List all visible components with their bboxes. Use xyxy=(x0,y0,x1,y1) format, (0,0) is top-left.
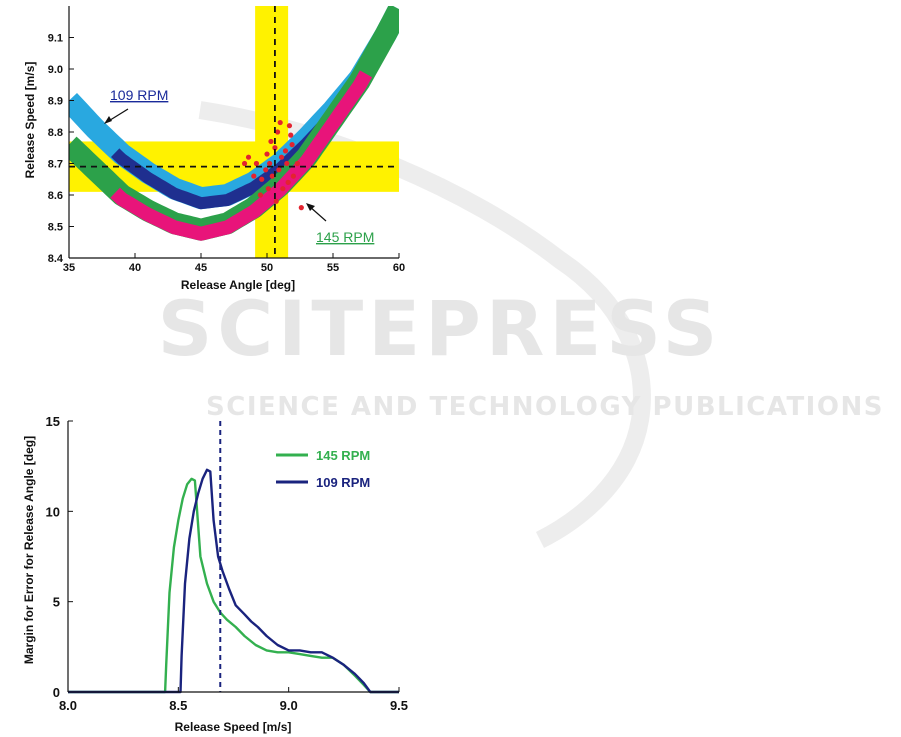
release-point xyxy=(298,205,304,211)
release-point xyxy=(282,148,289,154)
x-axis-label: Release Angle [deg] xyxy=(181,278,295,292)
y-axis-label: Margin for Error for Release Angle [deg] xyxy=(22,436,36,664)
y-tick-label: 15 xyxy=(46,414,60,429)
legend: 145 RPM 109 RPM xyxy=(276,448,370,490)
x-tick-label: 8.0 xyxy=(59,698,77,713)
rpm-curves xyxy=(69,6,399,241)
watermark-title: SCITEPRESS xyxy=(158,284,723,373)
release-point xyxy=(290,173,296,179)
release-point xyxy=(253,160,260,167)
curve-inner-145-rpm xyxy=(110,70,373,241)
y-tick-label: 10 xyxy=(46,504,60,519)
release-point xyxy=(289,142,295,148)
x-tick-label: 40 xyxy=(129,262,141,274)
release-point xyxy=(259,176,265,182)
x-tick-label: 9.5 xyxy=(390,698,408,713)
y-tick-label: 8.8 xyxy=(48,127,63,139)
x-ticks: 8.0 8.5 9.0 9.5 xyxy=(59,687,408,713)
legend-label-109-rpm: 109 RPM xyxy=(316,475,370,490)
release-point xyxy=(268,138,274,145)
release-point xyxy=(272,145,278,151)
y-tick-label: 8.7 xyxy=(48,159,63,171)
release-point xyxy=(263,167,269,173)
annotation-145-rpm: 145 RPM xyxy=(316,229,374,245)
release-point xyxy=(267,160,273,167)
y-tick-label: 8.4 xyxy=(48,253,64,265)
series-lines xyxy=(68,468,399,694)
release-point xyxy=(265,186,271,192)
x-tick-label: 60 xyxy=(393,262,405,274)
release-point xyxy=(294,160,300,167)
release-point xyxy=(285,179,291,185)
annotation-109-rpm: 109 RPM xyxy=(110,87,168,103)
y-tick-label: 8.9 xyxy=(48,96,63,108)
release-point xyxy=(284,160,290,167)
y-ticks: 8.4 8.5 8.6 8.7 8.8 8.9 9.0 9.1 xyxy=(48,33,74,265)
x-tick-label: 8.5 xyxy=(169,698,187,713)
y-ticks: 0 5 10 15 xyxy=(46,414,73,700)
release-point xyxy=(276,167,282,173)
x-tick-label: 45 xyxy=(195,262,207,274)
release-point xyxy=(277,119,283,126)
release-point xyxy=(245,154,252,160)
line-109-rpm xyxy=(68,468,399,694)
angle-tolerance-band xyxy=(255,6,289,258)
release-point xyxy=(241,160,248,167)
y-tick-label: 9.1 xyxy=(48,33,63,45)
release-point xyxy=(274,129,281,135)
x-ticks: 35 40 45 50 55 60 xyxy=(63,253,405,274)
arrowhead-109 xyxy=(104,116,112,124)
release-point xyxy=(288,132,294,138)
release-angle-speed-chart: 35 40 45 50 55 60 8.4 8.5 8.6 8.7 8.8 8.9 9.0 9.1 Re… xyxy=(23,6,405,292)
release-point xyxy=(269,173,275,179)
target-lines xyxy=(69,6,399,258)
line-145-rpm xyxy=(68,477,399,694)
watermark-subtitle: SCIENCE AND TECHNOLOGY PUBLICATIONS xyxy=(206,392,884,422)
release-point xyxy=(280,186,286,192)
y-tick-label: 9.0 xyxy=(48,64,63,76)
y-tick-label: 8.5 xyxy=(48,222,63,234)
release-point xyxy=(257,192,263,198)
release-point xyxy=(278,154,285,160)
x-tick-label: 35 xyxy=(63,262,75,274)
arrowhead-145 xyxy=(306,203,315,211)
release-point xyxy=(286,123,293,129)
x-tick-label: 50 xyxy=(261,262,273,274)
x-axis-label: Release Speed [m/s] xyxy=(175,720,292,734)
y-tick-label: 5 xyxy=(53,595,60,610)
y-tick-label: 0 xyxy=(53,685,60,700)
release-point xyxy=(251,173,257,179)
release-point xyxy=(273,198,279,204)
x-tick-label: 55 xyxy=(327,262,339,274)
x-tick-label: 9.0 xyxy=(280,698,298,713)
legend-label-145-rpm: 145 RPM xyxy=(316,448,370,463)
y-axis-label: Release Speed [m/s] xyxy=(23,62,37,179)
watermark: SCITEPRESS SCIENCE AND TECHNOLOGY PUBLIC… xyxy=(158,101,884,549)
release-points xyxy=(241,119,304,211)
release-point xyxy=(264,151,270,157)
y-tick-label: 8.6 xyxy=(48,190,63,202)
